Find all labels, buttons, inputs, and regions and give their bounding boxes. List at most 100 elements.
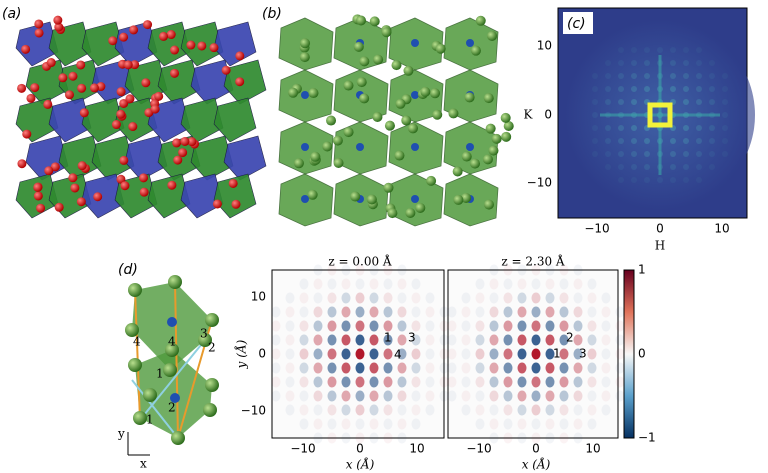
atom xyxy=(470,158,481,169)
density-spot xyxy=(531,362,541,374)
atom xyxy=(353,41,364,52)
density-spot xyxy=(601,292,611,304)
density-spot xyxy=(573,362,583,374)
colorbar-tick-label: 0 xyxy=(638,347,646,361)
atom xyxy=(448,108,459,119)
atom xyxy=(77,83,87,93)
density-spot xyxy=(383,418,393,430)
density-spot xyxy=(285,306,295,318)
spot xyxy=(696,73,702,79)
atom xyxy=(141,78,151,88)
structure xyxy=(125,275,219,445)
density-spot xyxy=(531,306,541,318)
density-spot xyxy=(559,376,569,388)
density-spot xyxy=(503,334,513,346)
atom xyxy=(150,104,160,114)
atom xyxy=(33,182,43,192)
density-spot xyxy=(397,348,407,360)
colorbar-tick-label: −1 xyxy=(638,431,656,445)
atom xyxy=(143,388,157,402)
atom xyxy=(483,199,494,210)
atom xyxy=(54,22,64,32)
density-spot xyxy=(425,320,435,332)
atom xyxy=(356,77,367,88)
density-spot xyxy=(299,404,309,416)
atom xyxy=(212,199,222,209)
density-spot xyxy=(299,348,309,360)
atom xyxy=(301,91,309,99)
atom xyxy=(53,15,63,25)
density-spot xyxy=(531,390,541,402)
spot xyxy=(631,60,637,66)
density-spot xyxy=(355,320,365,332)
polyhedron xyxy=(180,173,224,219)
density-spot xyxy=(447,376,457,388)
density-spot xyxy=(327,418,337,430)
atom xyxy=(168,275,182,289)
atom xyxy=(139,187,149,197)
density-spot xyxy=(299,334,309,346)
density-spot xyxy=(545,320,555,332)
spot xyxy=(670,151,676,157)
atom xyxy=(299,52,310,63)
density-spot xyxy=(313,376,323,388)
atom xyxy=(163,363,177,377)
density-spot xyxy=(461,390,471,402)
atom xyxy=(128,283,142,297)
atom xyxy=(198,333,212,347)
spot xyxy=(605,125,611,131)
spot xyxy=(605,73,611,79)
spot xyxy=(696,177,702,183)
spot xyxy=(618,164,624,170)
atom xyxy=(394,150,405,161)
density-spot xyxy=(439,320,449,332)
density-spot xyxy=(383,404,393,416)
atom xyxy=(180,136,190,146)
atom xyxy=(359,93,370,104)
density-spot xyxy=(397,404,407,416)
atom xyxy=(165,343,179,357)
map-label: 1 xyxy=(384,331,392,345)
density-spot xyxy=(517,390,527,402)
density-spot xyxy=(503,264,513,276)
density-spot xyxy=(397,306,407,318)
spot xyxy=(696,138,702,144)
spot xyxy=(592,151,598,157)
density-spot xyxy=(425,292,435,304)
density-spot xyxy=(327,264,337,276)
atom xyxy=(170,45,180,55)
density-spot xyxy=(545,418,555,430)
density-spot xyxy=(327,334,337,346)
spot xyxy=(683,99,689,105)
density-spot xyxy=(461,334,471,346)
atom xyxy=(119,98,129,108)
map-title: z = 2.30 Å xyxy=(501,254,565,269)
atom xyxy=(501,131,512,142)
density-spot xyxy=(425,376,435,388)
density-spot xyxy=(327,292,337,304)
density-spot xyxy=(369,306,379,318)
density-spot xyxy=(587,292,597,304)
atom xyxy=(22,129,32,139)
density-spot xyxy=(313,348,323,360)
spot xyxy=(618,60,624,66)
density-spot xyxy=(383,320,393,332)
density-spot xyxy=(355,362,365,374)
atom xyxy=(64,90,74,100)
density-spot xyxy=(545,306,555,318)
density-spot xyxy=(447,334,457,346)
spot xyxy=(683,138,689,144)
density-spot xyxy=(503,292,513,304)
y-tick-label: −10 xyxy=(241,404,266,418)
density-spot xyxy=(559,278,569,290)
atom xyxy=(128,358,142,372)
density-spot xyxy=(601,334,611,346)
density-spot xyxy=(545,348,555,360)
x-axis-label: x (Å) xyxy=(522,457,551,472)
density-spot xyxy=(559,390,569,402)
density-spot xyxy=(411,334,421,346)
atom xyxy=(470,45,481,56)
spot xyxy=(696,47,702,53)
density-spot xyxy=(355,376,365,388)
density-spot xyxy=(587,306,597,318)
